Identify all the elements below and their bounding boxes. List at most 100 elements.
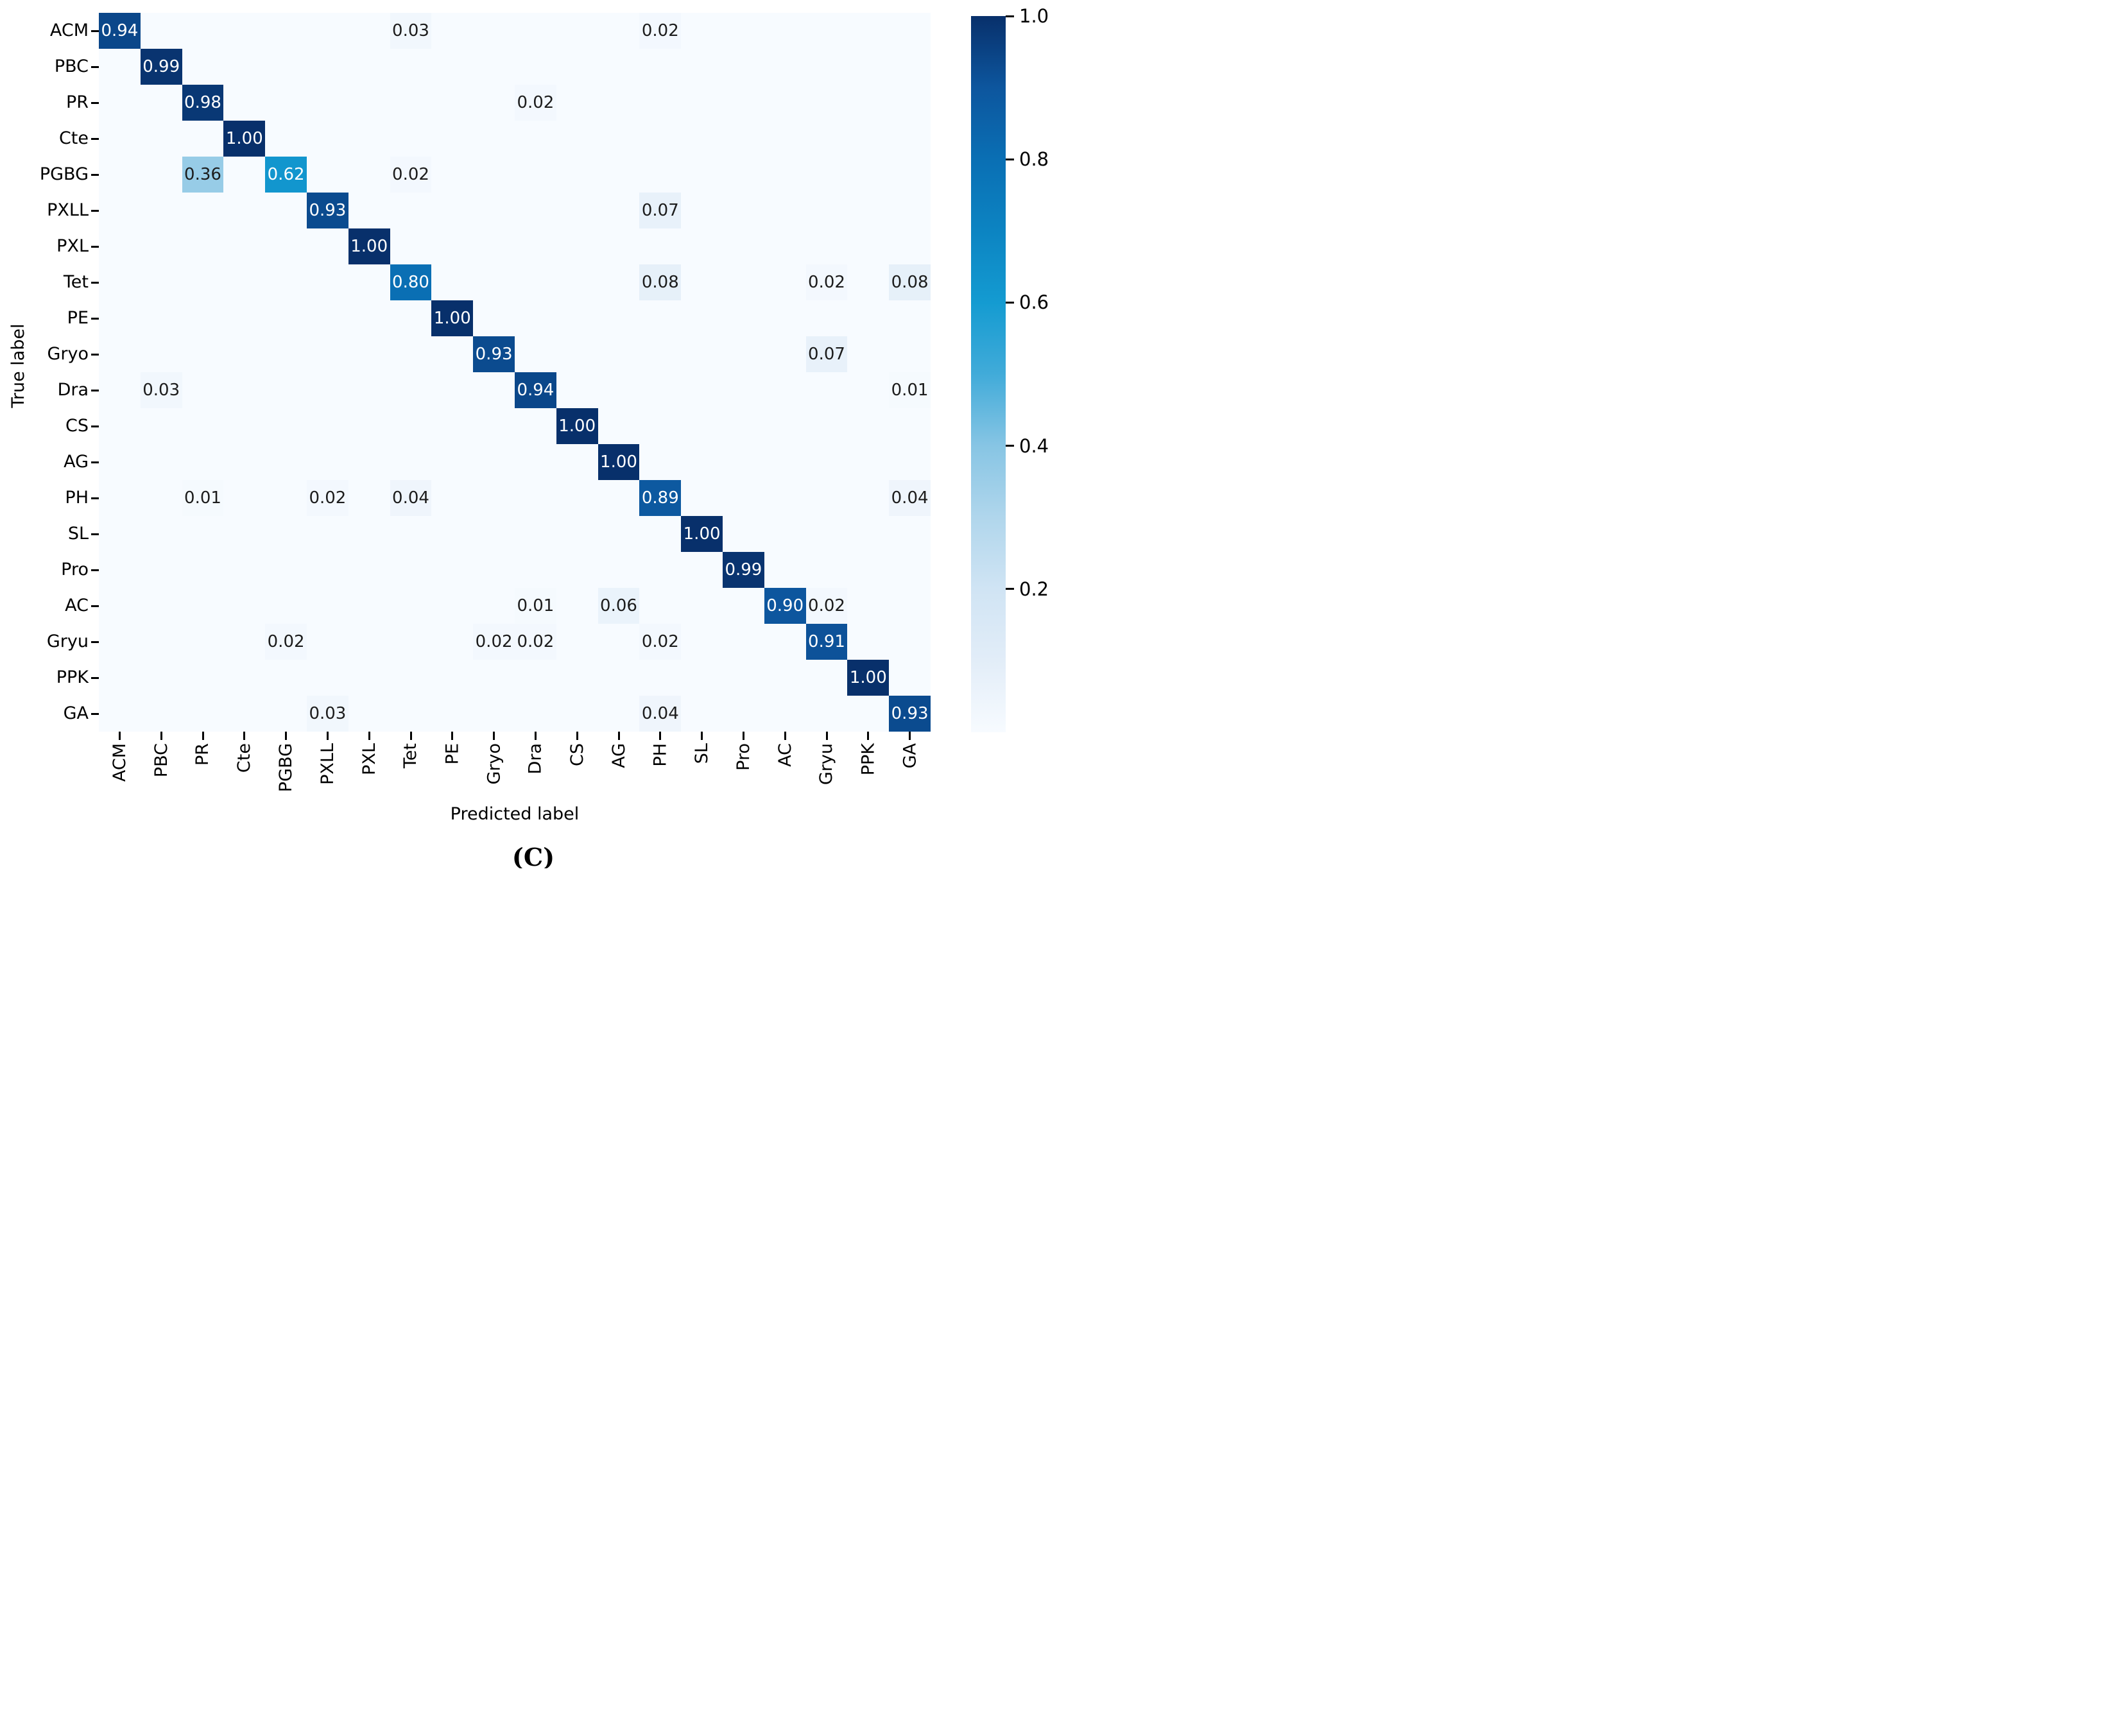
y-tick-mark xyxy=(91,713,99,715)
matrix-cell xyxy=(223,85,266,121)
matrix-cell xyxy=(348,624,390,660)
matrix-cell xyxy=(805,193,848,228)
matrix-cell xyxy=(723,264,764,300)
matrix-cell xyxy=(889,85,931,121)
matrix-cell xyxy=(639,49,682,85)
y-tick-label: PPK xyxy=(56,667,89,687)
matrix-cell xyxy=(556,624,598,660)
matrix-cell xyxy=(556,193,598,228)
matrix-cell xyxy=(182,552,224,588)
matrix-cell xyxy=(223,552,266,588)
x-tick-label: Pro xyxy=(733,743,753,771)
matrix-cell xyxy=(556,300,598,336)
matrix-cell xyxy=(681,121,723,157)
y-tick-mark xyxy=(91,30,99,32)
matrix-cell xyxy=(265,336,307,372)
matrix-cell xyxy=(681,624,723,660)
matrix-cell xyxy=(431,372,474,408)
matrix-cell xyxy=(473,13,515,49)
y-tick-label: PBC xyxy=(54,56,89,76)
matrix-cell: 0.99 xyxy=(140,49,182,85)
matrix-cell: 0.93 xyxy=(473,336,515,372)
x-axis-title: Predicted label xyxy=(450,804,580,824)
matrix-cell xyxy=(348,300,390,336)
matrix-cell xyxy=(598,336,640,372)
matrix-cell xyxy=(639,228,682,264)
matrix-cell xyxy=(473,588,515,624)
matrix-cell xyxy=(681,193,723,228)
matrix-cell xyxy=(805,408,848,444)
matrix-cell xyxy=(265,193,307,228)
matrix-cell xyxy=(307,85,348,121)
matrix-cell xyxy=(598,264,640,300)
matrix-cell xyxy=(140,336,182,372)
matrix-cell xyxy=(681,408,723,444)
matrix-cell xyxy=(805,49,848,85)
matrix-cell xyxy=(307,444,348,480)
x-tick-mark xyxy=(451,732,454,740)
matrix-cell xyxy=(847,13,890,49)
matrix-cell xyxy=(140,13,182,49)
matrix-cell: 1.00 xyxy=(348,228,390,264)
x-tick-label: PXLL xyxy=(317,743,338,785)
matrix-cell xyxy=(847,49,890,85)
matrix-cell xyxy=(140,624,182,660)
matrix-cell xyxy=(764,13,806,49)
y-tick-mark xyxy=(91,569,99,571)
matrix-cell xyxy=(805,300,848,336)
matrix-cell xyxy=(307,157,348,193)
matrix-cell xyxy=(889,193,931,228)
matrix-cell xyxy=(223,336,266,372)
matrix-cell xyxy=(99,444,141,480)
matrix-cell xyxy=(764,228,806,264)
matrix-cell: 0.07 xyxy=(805,336,848,372)
matrix-cell xyxy=(764,157,806,193)
matrix-cell xyxy=(182,228,224,264)
matrix-cell xyxy=(307,300,348,336)
matrix-cell xyxy=(223,49,266,85)
x-tick-label: AG xyxy=(608,743,629,768)
matrix-cell xyxy=(598,408,640,444)
matrix-cell xyxy=(140,696,182,732)
matrix-cell xyxy=(847,300,890,336)
matrix-cell xyxy=(390,121,432,157)
matrix-cell xyxy=(140,264,182,300)
matrix-cell xyxy=(431,588,474,624)
y-tick-mark xyxy=(91,461,99,463)
matrix-cell xyxy=(515,121,556,157)
matrix-cell xyxy=(723,480,764,516)
x-tick-mark xyxy=(617,732,620,740)
colorbar-tick-label: 0.2 xyxy=(1019,578,1049,600)
matrix-cell xyxy=(723,444,764,480)
matrix-cell xyxy=(348,264,390,300)
matrix-cell xyxy=(140,660,182,696)
matrix-cell: 0.04 xyxy=(889,480,931,516)
matrix-cell xyxy=(556,480,598,516)
x-tick-label: Gryo xyxy=(484,743,504,785)
matrix-cell xyxy=(847,516,890,552)
matrix-cell xyxy=(515,228,556,264)
matrix-cell: 0.80 xyxy=(390,264,432,300)
matrix-cell xyxy=(307,336,348,372)
matrix-cell xyxy=(764,193,806,228)
matrix-cell xyxy=(99,300,141,336)
x-tick-label: Gryu xyxy=(816,743,837,786)
matrix-cell xyxy=(182,264,224,300)
matrix-cell xyxy=(723,660,764,696)
y-tick-mark xyxy=(91,282,99,284)
y-tick-label: SL xyxy=(67,524,89,544)
matrix-cell: 0.02 xyxy=(473,624,515,660)
matrix-cell xyxy=(182,696,224,732)
matrix-cell xyxy=(556,121,598,157)
matrix-cell xyxy=(223,228,266,264)
matrix-cell xyxy=(140,480,182,516)
matrix-cell xyxy=(681,85,723,121)
y-tick-mark xyxy=(91,425,99,427)
matrix-cell xyxy=(265,696,307,732)
matrix-cell xyxy=(556,228,598,264)
matrix-cell xyxy=(764,516,806,552)
matrix-cell xyxy=(556,444,598,480)
matrix-cell: 0.93 xyxy=(889,696,931,732)
matrix-cell xyxy=(182,13,224,49)
matrix-cell xyxy=(265,372,307,408)
